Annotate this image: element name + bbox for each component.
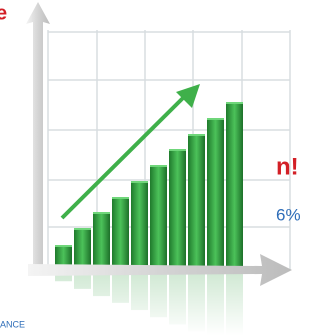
bar	[169, 149, 186, 270]
bar-top	[131, 181, 148, 183]
bar-top	[112, 197, 129, 199]
bar	[131, 181, 148, 270]
bar-top	[93, 212, 110, 214]
chart: e n! 6% ANCE	[0, 0, 301, 335]
bar-top	[188, 134, 205, 136]
bar	[207, 118, 224, 270]
text: e	[0, 2, 7, 24]
trend-arrow-head	[176, 84, 200, 108]
y-arrow	[26, 2, 50, 270]
bar-top	[207, 118, 224, 120]
bar-top	[150, 165, 167, 167]
bar	[150, 165, 167, 270]
bar	[226, 102, 243, 270]
bar-top	[226, 102, 243, 104]
bar-top	[74, 228, 91, 230]
bar	[188, 134, 205, 270]
bar-top	[169, 149, 186, 151]
text: 6%	[276, 205, 301, 224]
bar	[74, 228, 91, 270]
text: ANCE	[0, 319, 25, 329]
bar	[112, 197, 129, 270]
text: n!	[276, 153, 299, 180]
bar	[93, 212, 110, 270]
bar-top	[55, 245, 72, 247]
